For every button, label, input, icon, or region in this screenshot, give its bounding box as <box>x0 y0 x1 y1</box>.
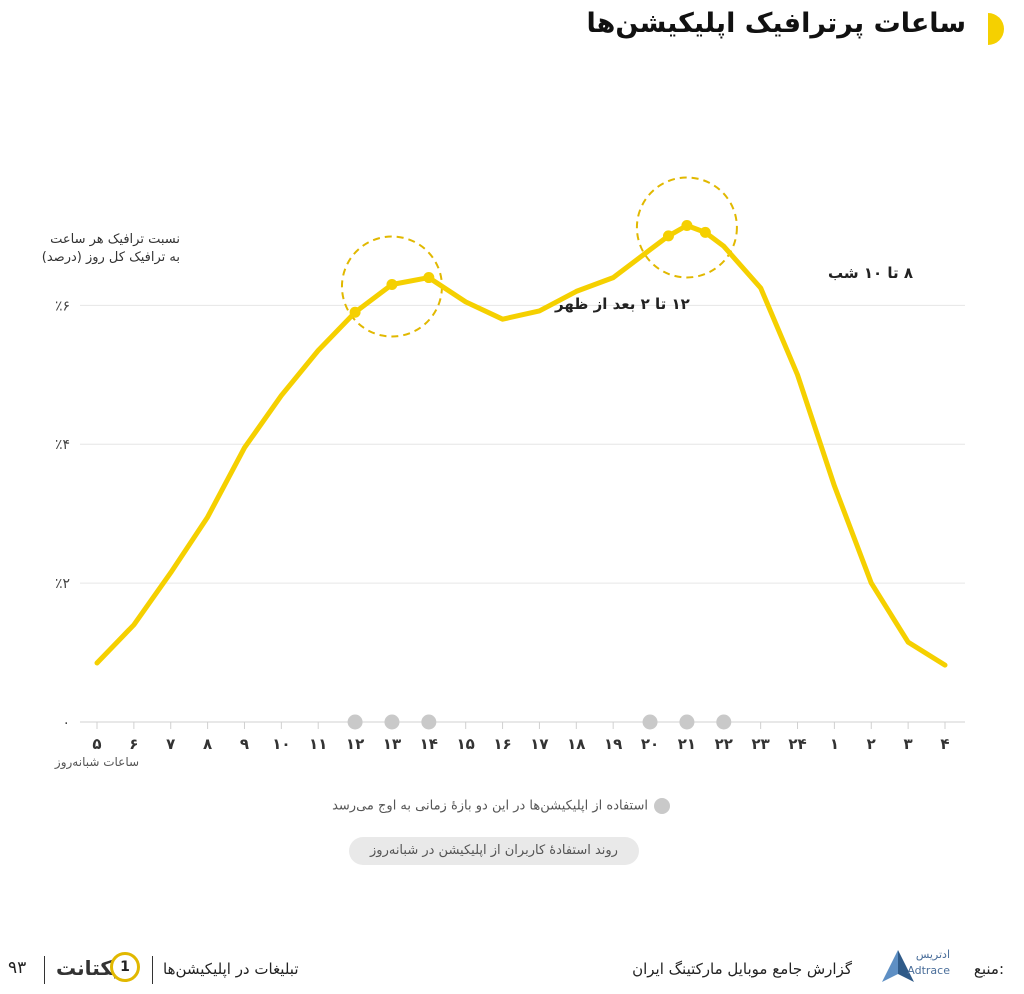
peak-hour-dot <box>384 714 400 730</box>
peak-dot-icon <box>654 798 670 814</box>
x-tick-label: ۵ <box>92 735 101 753</box>
peak-point <box>349 306 361 318</box>
y-tick-label: ٪۴ <box>55 437 70 453</box>
chapter-title: تبلیغات در اپلیکیشن‌ها <box>163 960 299 978</box>
x-tick-label: ۱۸ <box>567 735 585 753</box>
annotation-afternoon: ۱۲ تا ۲ بعد از ظهر <box>554 295 690 313</box>
x-axis-label: ساعات شبانه‌روز <box>54 755 139 770</box>
peak-highlight-circle <box>635 176 738 279</box>
footer-divider <box>152 956 153 984</box>
peak-hour-dot <box>679 714 695 730</box>
x-tick-label: ۱۴ <box>420 735 438 753</box>
adtrace-logo: ادتریس Adtrace <box>880 946 950 990</box>
peak-hour-dot <box>642 714 658 730</box>
x-tick-label: ۱۱ <box>309 735 327 753</box>
peak-hour-dot <box>716 714 732 730</box>
x-tick-label: ۲۲ <box>715 735 733 753</box>
peak-point <box>423 272 435 284</box>
x-tick-label: ۸ <box>203 735 212 753</box>
x-tick-label: ۱۷ <box>530 735 548 753</box>
x-tick-label: ۱۶ <box>493 735 511 753</box>
page-number: ۹۳ <box>8 958 27 978</box>
x-tick-label: ۱۰ <box>272 735 290 753</box>
footer-divider <box>44 956 45 984</box>
peak-point <box>699 226 711 238</box>
peak-hour-dot <box>421 714 437 730</box>
x-tick-label: ۲۰ <box>641 735 659 753</box>
x-tick-label: ۲۴ <box>788 735 806 753</box>
x-tick-label: ۱۵ <box>457 735 475 753</box>
peak-legend: استفاده از اپلیکیشن‌ها در این دو بازهٔ ز… <box>240 798 670 814</box>
report-title: گزارش جامع موبایل مارکتینگ ایران <box>632 960 852 978</box>
adtrace-logo-icon <box>882 950 914 982</box>
x-tick-label: ۲۳ <box>751 735 769 753</box>
title-marker <box>988 13 1004 45</box>
adtrace-brand-en: Adtrace <box>907 964 950 977</box>
y-tick-label: ۰ <box>62 715 70 731</box>
x-tick-label: ۷ <box>166 735 175 753</box>
y-axis-label: نسبت ترافیک هر ساعت به ترافیک کل روز (در… <box>10 231 180 267</box>
y-tick-label: ٪۲ <box>55 576 70 592</box>
traffic-series-line <box>94 223 948 668</box>
x-tick-label: ۱۲ <box>346 735 364 753</box>
chapter-badge: 1 <box>110 952 140 982</box>
y-axis-label-line-1: نسبت ترافیک هر ساعت <box>50 232 180 247</box>
x-tick-label: ۴ <box>940 735 949 753</box>
peak-point <box>386 279 398 290</box>
x-tick-label: ۳ <box>904 735 913 753</box>
traffic-line-chart: ۰٪۲٪۴٪۶۵ ۶ ۷ ۸ ۹ ۱۰ ۱۱ ۱۲ ۱۳ ۱۴ ۱۵ ۱۶ ۱۷ ۱۸ ۱۹ ۲۰ ۲۱ ۲۲ ۲۳… <box>54 176 965 770</box>
x-tick-label: ۹ <box>240 735 249 753</box>
x-tick-label: ۲۱ <box>678 735 696 753</box>
peak-hour-dot <box>347 714 363 730</box>
peak-point <box>662 230 674 242</box>
peak-point <box>681 219 693 231</box>
x-tick-label: ۱۹ <box>604 735 622 753</box>
adtrace-brand-fa: ادتریس <box>915 948 950 961</box>
y-axis-label-line-2: به ترافیک کل روز (درصد) <box>41 250 180 265</box>
source-label: منبع: <box>973 960 1004 978</box>
annotation-night: ۸ تا ۱۰ شب <box>828 264 913 282</box>
y-tick-label: ٪۶ <box>55 298 70 314</box>
x-tick-label: ۱۳ <box>383 735 401 753</box>
page-title: ساعات پرترافیک اپلیکیشن‌ها <box>586 8 966 39</box>
yektanet-logo: یکتانت <box>56 956 120 980</box>
chart-caption: روند استفادهٔ کاربران از اپلیکیشن در شبا… <box>349 837 639 865</box>
x-tick-label: ۱ <box>830 735 839 753</box>
peak-legend-text: استفاده از اپلیکیشن‌ها در این دو بازهٔ ز… <box>332 798 648 814</box>
x-tick-label: ۲ <box>867 735 876 753</box>
x-tick-label: ۶ <box>129 735 138 753</box>
page-footer: منبع: ادتریس Adtrace گزارش جامع موبایل م… <box>0 946 1024 994</box>
